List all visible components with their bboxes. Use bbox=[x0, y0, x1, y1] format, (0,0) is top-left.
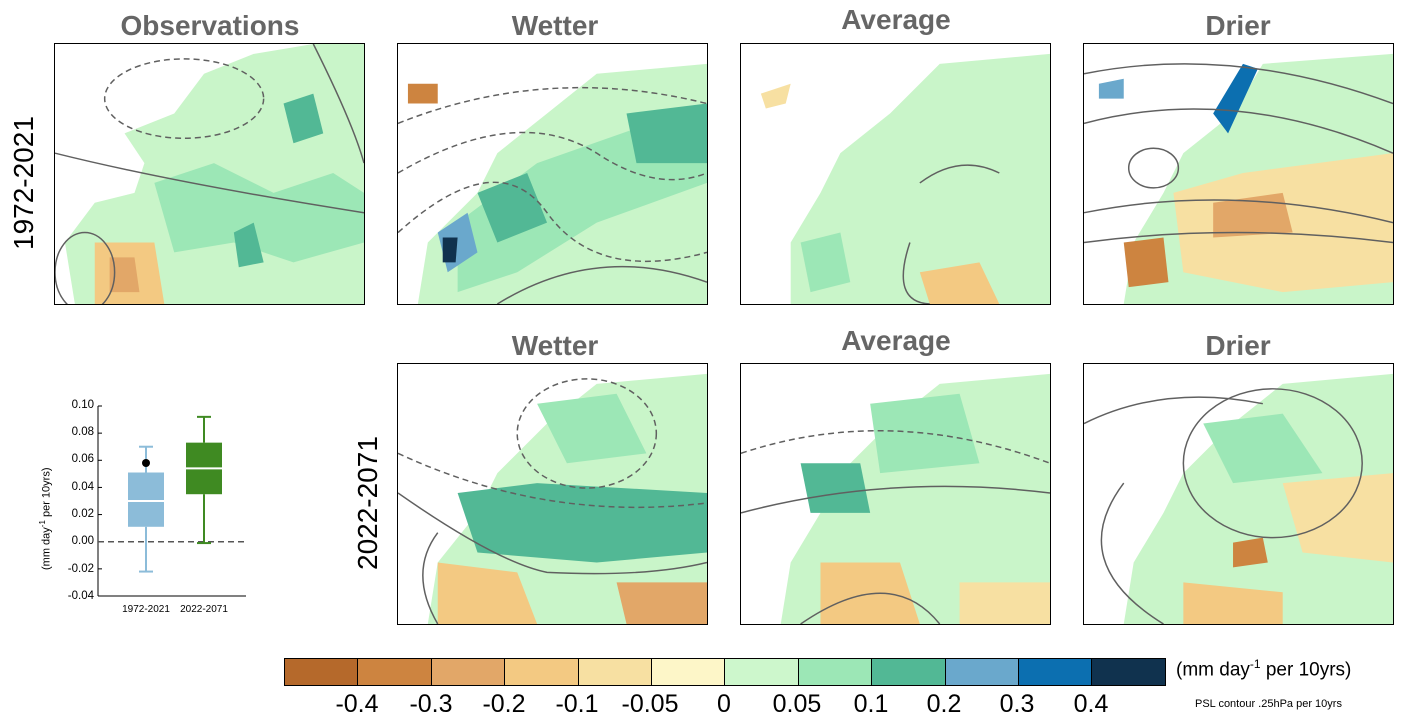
title-average-bottom: Average bbox=[841, 325, 951, 356]
map-drier-bottom bbox=[1083, 363, 1394, 625]
colorbar-segment bbox=[284, 658, 359, 686]
colorbar-tick: 0 bbox=[717, 690, 731, 718]
colorbar-tick: -0.4 bbox=[335, 690, 379, 718]
colorbar-segment bbox=[504, 658, 579, 686]
colorbar-tick: -0.3 bbox=[409, 690, 453, 718]
colorbar-segment bbox=[1091, 658, 1166, 686]
map-average-top bbox=[740, 43, 1051, 305]
colorbar-tick: -0.1 bbox=[555, 690, 599, 718]
boxplot-ytick: -0.04 bbox=[67, 590, 94, 602]
colorbar-tick: 0.05 bbox=[772, 690, 822, 718]
boxplot-xlabel: 1972-2021 bbox=[122, 604, 170, 615]
colorbar-tick: 0.4 bbox=[1073, 690, 1109, 718]
colorbar-segment bbox=[357, 658, 432, 686]
colorbar-segment bbox=[797, 658, 873, 686]
map-wetter-top bbox=[397, 43, 708, 305]
psl-contour-note: PSL contour .25hPa per 10yrs bbox=[1195, 698, 1342, 710]
colorbar-tick: 0.2 bbox=[926, 690, 962, 718]
colorbar-tick: -0.05 bbox=[621, 690, 679, 718]
title-wetter-top: Wetter bbox=[511, 10, 599, 41]
colorbar-tick: 0.1 bbox=[853, 690, 889, 718]
colorbar-tick: 0.3 bbox=[999, 690, 1035, 718]
boxplot-box bbox=[128, 472, 164, 527]
colorbar-segment bbox=[1018, 658, 1093, 686]
row-label-2022-2071: 2022-2071 bbox=[352, 436, 383, 570]
colorbar-segment bbox=[724, 658, 799, 686]
colorbar-tick: -0.2 bbox=[482, 690, 526, 718]
colorbar-units: (mm day-1 per 10yrs) bbox=[1176, 657, 1352, 681]
map-average-bottom bbox=[740, 363, 1051, 625]
boxplot-ytick: 0.08 bbox=[71, 426, 94, 438]
boxplot-ytick: 0.00 bbox=[71, 535, 94, 547]
title-wetter-bottom: Wetter bbox=[511, 330, 599, 361]
colorbar-segment bbox=[944, 658, 1019, 686]
colorbar-segment bbox=[651, 658, 726, 686]
boxplot-xlabel: 2022-2071 bbox=[180, 604, 228, 615]
colorbar-segment bbox=[430, 658, 506, 686]
boxplot-ytick: 0.02 bbox=[71, 508, 94, 520]
map-wetter-bottom bbox=[397, 363, 708, 625]
boxplot-ytick: 0.04 bbox=[71, 481, 94, 493]
boxplot-observed-point bbox=[142, 459, 150, 467]
boxplot-ytick: -0.02 bbox=[67, 563, 94, 575]
map-observations bbox=[54, 43, 365, 305]
colorbar-segment bbox=[871, 658, 946, 686]
boxplot-chart bbox=[97, 405, 246, 597]
boxplot-ytick: 0.10 bbox=[71, 399, 94, 411]
boxplot-ylabel: (mm day-1 per 10yrs) bbox=[38, 467, 53, 570]
boxplot-ytick: 0.06 bbox=[71, 453, 94, 465]
row-label-1972-2021: 1972-2021 bbox=[8, 116, 39, 250]
title-observations: Observations bbox=[120, 10, 300, 41]
title-drier-top: Drier bbox=[1205, 10, 1271, 41]
title-average-top: Average bbox=[841, 4, 951, 35]
colorbar-segment bbox=[577, 658, 652, 686]
map-drier-top bbox=[1083, 43, 1394, 305]
title-drier-bottom: Drier bbox=[1205, 330, 1271, 361]
